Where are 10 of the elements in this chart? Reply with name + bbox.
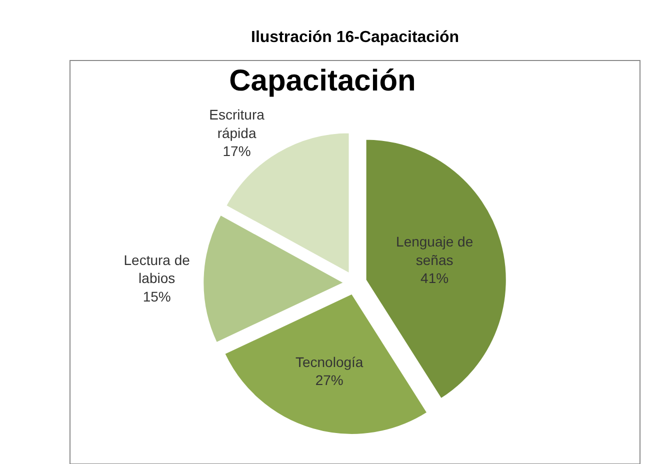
slice-label: Lenguaje de señas	[396, 234, 474, 268]
slice-label: Lectura de labios	[124, 252, 190, 286]
chart-title: Capacitación	[229, 64, 416, 98]
data-label: 17%	[222, 143, 251, 160]
data-label: 41%	[420, 270, 449, 286]
text: Ilustración 16-Capacitación	[251, 29, 460, 46]
slice-label: Tecnología	[295, 354, 364, 370]
slice-label: Escritura rápida	[209, 106, 265, 141]
data-label: 27%	[315, 372, 344, 388]
data-label: 15%	[142, 288, 171, 304]
